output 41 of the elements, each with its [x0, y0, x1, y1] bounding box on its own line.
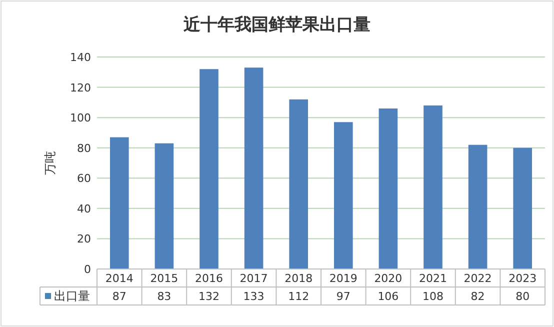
data-label: 112	[288, 290, 310, 303]
y-tick-label: 120	[70, 81, 91, 94]
data-label: 83	[157, 290, 172, 303]
y-tick-label: 100	[70, 112, 91, 125]
data-label: 87	[112, 290, 126, 303]
x-tick-label: 2020	[374, 272, 402, 285]
x-tick-label: 2023	[508, 272, 537, 285]
legend-label: 出口量	[54, 289, 90, 303]
bar	[513, 148, 532, 269]
data-label: 133	[243, 290, 264, 303]
bar	[468, 144, 488, 269]
data-label: 132	[198, 290, 220, 303]
y-tick-label: 80	[77, 142, 91, 155]
x-tick-label: 2014	[105, 272, 134, 285]
y-tick-label: 60	[77, 172, 91, 186]
data-label: 82	[470, 290, 485, 303]
data-label: 108	[422, 290, 444, 303]
bar	[200, 69, 218, 269]
bar	[334, 122, 353, 269]
x-tick-label: 2018	[284, 272, 313, 285]
x-tick-label: 2021	[419, 272, 447, 285]
y-tick-label: 140	[70, 51, 91, 64]
y-tick-label: 20	[77, 232, 91, 246]
x-tick-label: 2015	[150, 272, 178, 285]
bar	[110, 137, 129, 269]
x-tick-label: 2016	[195, 272, 223, 285]
x-tick-label: 2017	[240, 272, 268, 285]
y-tick-label: 40	[77, 202, 91, 216]
x-tick-label: 2022	[464, 272, 492, 285]
y-tick-label: 0	[84, 263, 91, 276]
bar	[424, 105, 442, 269]
bar	[154, 143, 174, 269]
data-label: 80	[516, 290, 530, 303]
bar	[244, 68, 264, 269]
bar	[378, 108, 398, 269]
chart-title: 近十年我国鲜苹果出口量	[182, 15, 370, 35]
y-axis-title: 万吨	[43, 151, 57, 175]
x-tick-label: 2019	[329, 272, 358, 285]
bar	[289, 99, 308, 269]
data-label: 106	[378, 290, 399, 303]
data-label: 97	[336, 290, 350, 303]
